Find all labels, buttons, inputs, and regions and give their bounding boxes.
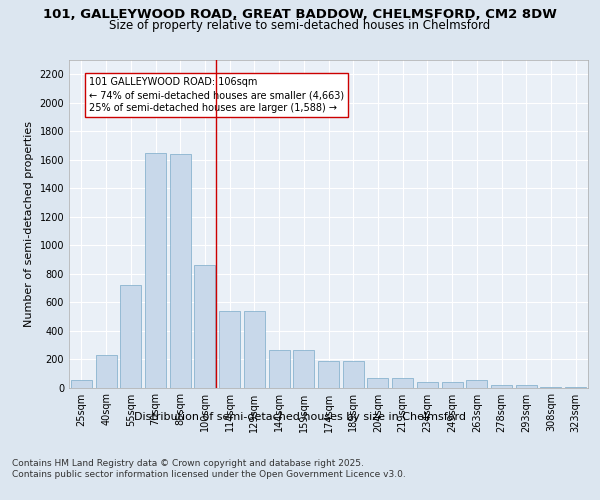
Text: Contains public sector information licensed under the Open Government Licence v3: Contains public sector information licen…	[12, 470, 406, 479]
Bar	[95, 356, 116, 388]
Bar	[466, 380, 487, 388]
Bar	[541, 387, 562, 388]
Bar	[565, 387, 586, 388]
Bar	[516, 386, 537, 388]
Bar	[343, 361, 364, 388]
Text: Distribution of semi-detached houses by size in Chelmsford: Distribution of semi-detached houses by …	[134, 412, 466, 422]
Bar	[442, 382, 463, 388]
Bar	[145, 152, 166, 388]
Bar	[194, 265, 215, 388]
Bar	[491, 386, 512, 388]
Bar	[244, 310, 265, 388]
Text: 101 GALLEYWOOD ROAD: 106sqm
← 74% of semi-detached houses are smaller (4,663)
25: 101 GALLEYWOOD ROAD: 106sqm ← 74% of sem…	[89, 77, 344, 114]
Bar	[170, 154, 191, 388]
Text: Contains HM Land Registry data © Crown copyright and database right 2025.: Contains HM Land Registry data © Crown c…	[12, 458, 364, 468]
Bar	[392, 378, 413, 388]
Text: Size of property relative to semi-detached houses in Chelmsford: Size of property relative to semi-detach…	[109, 19, 491, 32]
Bar	[318, 361, 339, 388]
Bar	[269, 350, 290, 388]
Bar	[367, 378, 388, 388]
Bar	[293, 350, 314, 388]
Bar	[71, 380, 92, 388]
Bar	[417, 382, 438, 388]
Text: 101, GALLEYWOOD ROAD, GREAT BADDOW, CHELMSFORD, CM2 8DW: 101, GALLEYWOOD ROAD, GREAT BADDOW, CHEL…	[43, 8, 557, 20]
Y-axis label: Number of semi-detached properties: Number of semi-detached properties	[24, 120, 34, 327]
Bar	[219, 310, 240, 388]
Bar	[120, 285, 141, 388]
